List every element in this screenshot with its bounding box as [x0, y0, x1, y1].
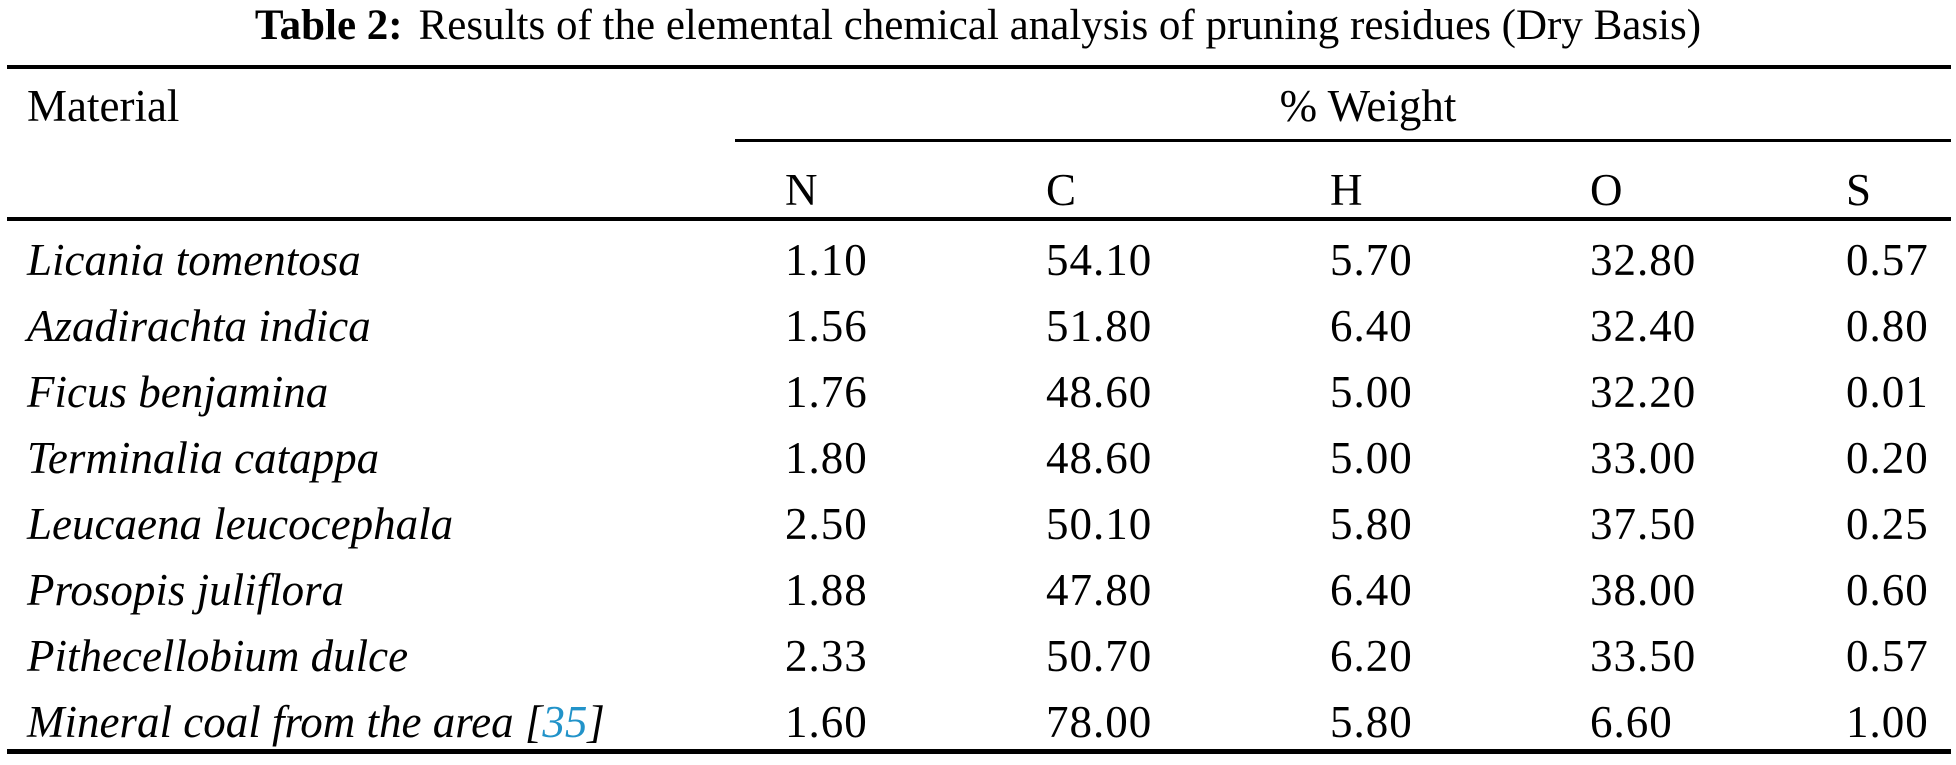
value-cell: 32.40: [1590, 301, 1697, 351]
table-bottom-rule: [7, 749, 1951, 754]
table-row: Pithecellobium dulce 2.33 50.70 6.20 33.…: [7, 617, 1951, 683]
value-cell: 32.20: [1590, 367, 1697, 417]
table-row: Ficus benjamina 1.76 48.60 5.00 32.20 0.…: [7, 353, 1951, 419]
value-cell: 33.00: [1590, 433, 1697, 483]
table-row: Terminalia catappa 1.80 48.60 5.00 33.00…: [7, 419, 1951, 485]
value-cell: 1.60: [785, 697, 868, 747]
table-caption-label: Table 2:: [254, 2, 403, 49]
empty-header-cell: [7, 143, 785, 221]
table-row: Leucaena leucocephala 2.50 50.10 5.80 37…: [7, 485, 1951, 551]
value-cell: 37.50: [1590, 499, 1697, 549]
column-header-c: C: [1046, 165, 1077, 215]
value-cell: 1.88: [785, 565, 868, 615]
value-cell: 54.10: [1046, 235, 1153, 285]
table-header-row-elements: N C H O S: [7, 143, 1951, 221]
value-cell: 32.80: [1590, 235, 1697, 285]
weight-group-header: % Weight: [1279, 81, 1457, 131]
value-cell: 0.80: [1846, 301, 1929, 351]
table-row: Mineral coal from the area [35] 1.60 78.…: [7, 683, 1951, 749]
value-cell: 48.60: [1046, 367, 1153, 417]
value-cell: 5.00: [1330, 367, 1413, 417]
column-header-s: S: [1846, 165, 1872, 215]
citation-link-35[interactable]: 35: [542, 697, 588, 747]
value-cell: 6.40: [1330, 565, 1413, 615]
value-cell: 1.10: [785, 235, 868, 285]
material-cell: Prosopis juliflora: [27, 565, 345, 615]
value-cell: 1.80: [785, 433, 868, 483]
value-cell: 0.20: [1846, 433, 1929, 483]
value-cell: 47.80: [1046, 565, 1153, 615]
value-cell: 2.33: [785, 631, 868, 681]
column-header-h: H: [1330, 165, 1363, 215]
value-cell: 0.01: [1846, 367, 1929, 417]
value-cell: 0.57: [1846, 631, 1929, 681]
table-row: Prosopis juliflora 1.88 47.80 6.40 38.00…: [7, 551, 1951, 617]
material-name-prefix: Mineral coal from the area [: [27, 697, 543, 747]
value-cell: 1.56: [785, 301, 868, 351]
value-cell: 0.57: [1846, 235, 1929, 285]
value-cell: 2.50: [785, 499, 868, 549]
material-cell: Licania tomentosa: [27, 235, 361, 285]
value-cell: 50.10: [1046, 499, 1153, 549]
value-cell: 1.76: [785, 367, 868, 417]
table-row: Licania tomentosa 1.10 54.10 5.70 32.80 …: [7, 221, 1951, 287]
table-caption-text: Results of the elemental chemical analys…: [418, 2, 1702, 49]
value-cell: 50.70: [1046, 631, 1153, 681]
value-cell: 6.20: [1330, 631, 1413, 681]
value-cell: 5.80: [1330, 697, 1413, 747]
material-cell: Azadirachta indica: [27, 301, 371, 351]
value-cell: 0.25: [1846, 499, 1929, 549]
table-top-rule: [7, 65, 1951, 69]
table-row: Azadirachta indica 1.56 51.80 6.40 32.40…: [7, 287, 1951, 353]
header-bottom-rule: [7, 217, 1951, 221]
value-cell: 6.40: [1330, 301, 1413, 351]
value-cell: 33.50: [1590, 631, 1697, 681]
value-cell: 78.00: [1046, 697, 1153, 747]
material-cell: Terminalia catappa: [27, 433, 380, 483]
material-cell: Leucaena leucocephala: [27, 499, 454, 549]
value-cell: 51.80: [1046, 301, 1153, 351]
table-header-row-group: Material % Weight: [7, 69, 1951, 143]
value-cell: 0.60: [1846, 565, 1929, 615]
material-cell: Pithecellobium dulce: [27, 631, 409, 681]
column-header-n: N: [785, 165, 818, 215]
material-cell: Ficus benjamina: [27, 367, 329, 417]
value-cell: 38.00: [1590, 565, 1697, 615]
material-column-header: Material: [27, 81, 180, 131]
value-cell: 48.60: [1046, 433, 1153, 483]
value-cell: 6.60: [1590, 697, 1673, 747]
elemental-analysis-table: Material % Weight N C H O S Licania tome…: [7, 69, 1951, 749]
value-cell: 1.00: [1846, 697, 1929, 747]
table-caption: Table 2: Results of the elemental chemica…: [0, 2, 1956, 50]
value-cell: 5.80: [1330, 499, 1413, 549]
material-cell: Mineral coal from the area [35]: [7, 683, 785, 749]
value-cell: 5.70: [1330, 235, 1413, 285]
column-header-o: O: [1590, 165, 1623, 215]
group-header-rule: [735, 139, 1951, 142]
value-cell: 5.00: [1330, 433, 1413, 483]
material-name-suffix: ]: [587, 697, 605, 747]
